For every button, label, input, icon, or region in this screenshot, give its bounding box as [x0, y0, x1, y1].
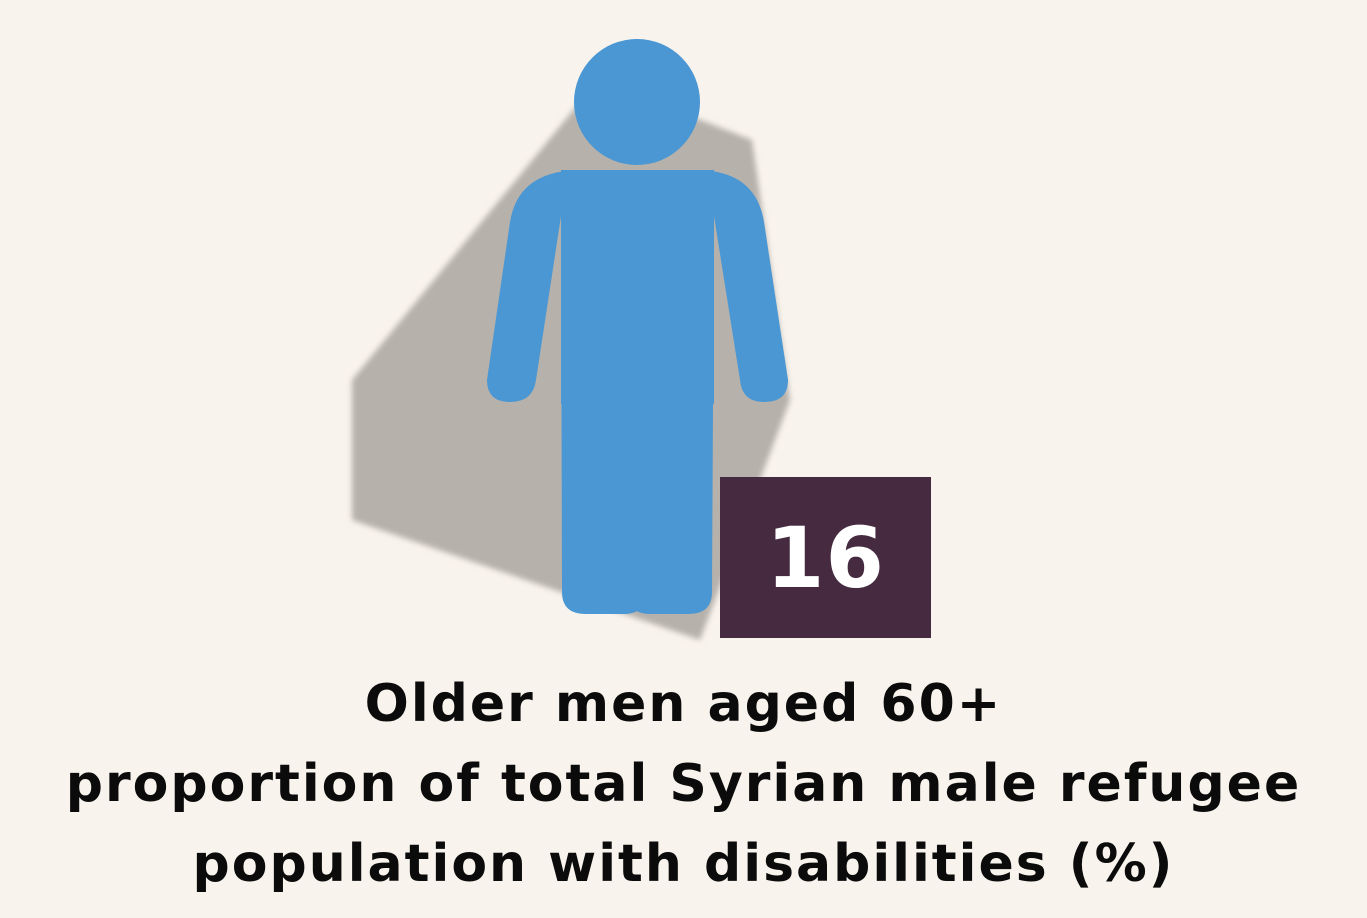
figure-torso [561, 170, 714, 404]
stat-value: 16 [766, 508, 885, 607]
caption-line-2: proportion of total Syrian male refugee [65, 754, 1302, 814]
caption-line-3: population with disabilities (%) [192, 834, 1175, 894]
caption: Older men aged 60+ proportion of total S… [0, 664, 1367, 904]
stat-box: 16 [720, 477, 931, 638]
caption-line-1: Older men aged 60+ [364, 674, 1003, 734]
figure-head [574, 39, 700, 165]
